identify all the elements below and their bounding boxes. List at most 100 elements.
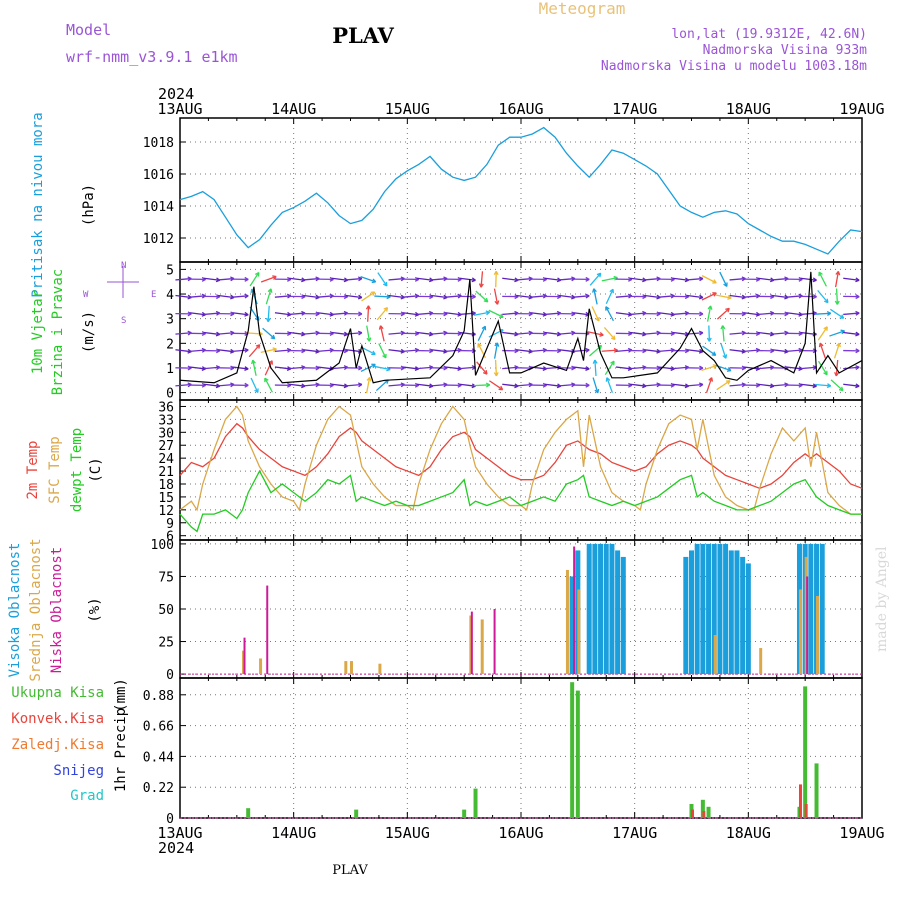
x-tick-label-bottom: 14AUG [271,824,316,842]
wind-arrow-head [798,384,803,388]
wind-arrow [289,312,306,316]
wind-arrow-head [493,372,497,377]
wind-arrow [260,275,277,283]
high-cloud-bar [711,543,717,675]
wind-arrow-head [585,368,590,372]
wind-arrow-head [585,295,590,299]
x-tick-label-bottom: 13AUG [157,824,202,842]
wind-arrow-head [315,367,320,371]
wind-arrow [317,366,334,370]
wind-arrow-head [187,313,192,317]
total-rain-bar [575,690,580,818]
wind-arrow-head [414,333,420,337]
wind-arrow [502,277,519,281]
cloud-unit: (%) [87,597,103,622]
wind-arrow [843,331,860,336]
wind-arrow-head [201,333,206,337]
wind-arrow [719,271,728,287]
wind-arrow [686,332,703,335]
wind-arrow [544,312,561,316]
y-tick-label: 12 [158,504,174,519]
y-tick-label: 0 [166,812,174,827]
high-cloud-bar [808,543,814,675]
wind-arrow [218,332,235,335]
wind-arrow-head [726,369,731,372]
wind-arrow-head [542,278,547,282]
wind-arrow-head [457,333,462,337]
wind-arrow [786,349,803,353]
wind-arrow [374,295,391,298]
wind-arrow-head [414,384,420,388]
wind-arrow [686,349,703,353]
wind-arrow [203,383,220,387]
wind-arrow [402,295,419,298]
wind-arrow [630,366,647,370]
wind-arrow [743,312,760,316]
high-cloud-bar [620,556,626,675]
wind-arrow [843,383,860,387]
wind-arrow-head [301,350,306,354]
wind-arrow-head [855,385,860,389]
year-bottom: 2024 [158,839,194,857]
wind-arrow-head [443,313,448,317]
wind-arrow [591,306,600,322]
temp-ylabel-3: dewpt Temp [69,428,85,512]
station-title: PLAV [332,23,394,48]
wind-arrow [544,383,561,387]
precip-panel: 0 0.22 0.44 0.66 0.88 [143,677,863,827]
wind-arrow [772,332,789,335]
wind-arrow-head [594,389,599,394]
legend-total-rain: Ukupna Kisa [11,685,104,701]
wind-arrow [672,331,689,336]
precip-ylabel: 1hr Precip [113,708,129,792]
wind-arrow-head [684,350,690,354]
wind-arrow-head [486,384,491,388]
wind-arrow [716,307,730,320]
wind-arrow [843,312,860,316]
wind-arrow [644,277,661,281]
wind-arrow [593,288,598,305]
wind-arrow [757,331,774,336]
wind-arrow-head [258,344,261,349]
y-tick-label: 6 [166,530,174,545]
wind-arrow [488,380,503,391]
wind-arrow-head [358,278,363,282]
wind-arrow [232,312,249,316]
wind-arrow [720,342,727,359]
wind-arrow [289,366,306,370]
mid-cloud-bar [798,589,802,675]
y-tick-label: 1018 [143,136,174,151]
y-tick-label: 5 [166,263,174,278]
high-cloud-bar [569,576,575,675]
mid-cloud-bar [759,648,763,675]
wind-arrow [615,349,632,353]
wind-arrow [431,349,448,353]
total-rain-bar [246,808,251,818]
wind-arrow [265,288,272,305]
wind-arrow [232,366,249,370]
wind-arrow-head [770,350,775,354]
wind-arrow [603,327,616,340]
wind-arrow-head [329,384,334,388]
wind-arrow-head [244,314,249,317]
wind-arrow [445,349,462,353]
footer-station: PLAV [332,863,368,878]
wind-arrow [772,294,789,299]
mid-cloud-bar [577,589,581,675]
wind-arrow [232,295,249,298]
wind-arrow [388,332,405,335]
wind-arrow-head [542,333,547,337]
y-tick-label: 0.88 [143,689,174,704]
wind-arrow [502,331,519,336]
wind-arrow-head [329,278,334,282]
wind-arrow [488,309,504,318]
wind-arrow [644,294,661,299]
wind-arrow-head [834,372,837,377]
wind-ylabel-2: Brzina i Pravac [50,269,66,395]
wind-arrow [800,366,817,370]
wind-arrow-head [358,383,363,388]
wind-arrow [493,288,499,305]
wind-arrow [376,307,388,321]
